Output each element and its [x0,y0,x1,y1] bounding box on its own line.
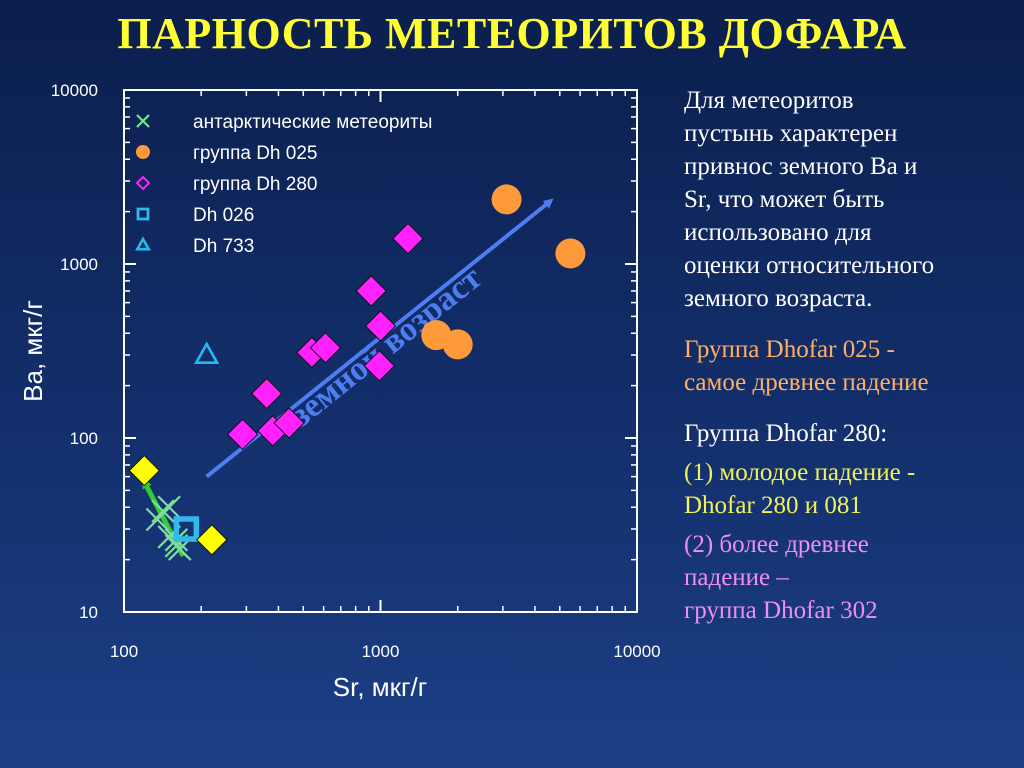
text-block-1: Для метеоритов пустынь характерен привнос … [684,84,1014,315]
x-tick-label: 1000 [362,642,400,661]
text-line: земного возраста. [684,285,873,312]
point-x [157,495,181,520]
scatter-chart: 100 1000 10000 10 100 1000 10000 Sr, мкг/г Ba,… [18,81,661,702]
legend-marker-circle [136,145,150,159]
x-axis-label: Sr, мкг/г [333,672,427,702]
legend-label: группа Dh 280 [193,174,317,195]
text-line: группа Dhofar 302 [684,597,878,624]
point-diamond [364,310,397,342]
legend: антарктические метеориты группа Dh 025 гру… [135,112,432,257]
point-diamond [250,377,283,410]
legend-label: антарктические метеориты [193,112,432,133]
legend-marker-x [136,114,150,128]
y-tick-label: 10000 [51,81,98,100]
point-x [151,499,175,523]
point-yellow-diamond [196,524,228,556]
x-tick-label: 10000 [613,642,660,661]
text-line: (2) более древнее [684,531,869,558]
point-circle [442,329,473,360]
point-circle [555,238,586,269]
text-line: Группа Dhofar 025 - [684,336,895,363]
text-line: оценки относительного [684,252,935,279]
data-points [128,184,586,561]
point-diamond [392,222,424,255]
legend-marker-square [136,207,150,221]
text-line: привнос земного Ba и [684,153,918,180]
y-tick-label: 10 [79,603,98,622]
text-block-2: Группа Dhofar 025 - самое древнее падение [684,333,1014,399]
text-line: Dhofar 280 и 081 [684,492,862,519]
axis-tick-labels: 100 1000 10000 10 100 1000 10000 [51,81,661,661]
point-diamond [309,332,342,364]
text-block-3: Группа Dhofar 280: [684,417,1014,450]
text-line: (1) молодое падение - [684,459,916,486]
side-text: Для метеоритов пустынь характерен привнос … [684,84,1014,627]
point-diamond [226,418,259,451]
axis-ticks [124,90,637,612]
y-tick-label: 100 [70,429,98,448]
text-line: пустынь характерен [684,120,898,147]
legend-label: группа Dh 025 [193,143,317,164]
text-line: Для метеоритов [684,87,854,114]
text-block-4: (1) молодое падение - Dhofar 280 и 081 [684,456,1014,522]
slide-title: ПАРНОСТЬ МЕТЕОРИТОВ ДОФАРА [117,9,907,58]
text-line: Sr, что может быть [684,186,885,213]
y-tick-label: 1000 [60,255,98,274]
legend-marker-triangle [135,236,151,251]
text-line: падение – [684,564,789,591]
text-line: самое древнее падение [684,369,929,396]
legend-label: Dh 026 [193,205,254,226]
point-diamond [355,275,387,307]
legend-marker-diamond [135,175,151,191]
point-square [173,516,200,542]
y-axis-label: Ba, мкг/г [18,300,48,402]
text-block-5: (2) более древнее падение – группа Dhofar … [684,528,1014,627]
point-yellow-diamond [128,454,161,487]
text-line: Группа Dhofar 280: [684,420,888,447]
point-diamond [363,350,396,382]
point-circle [491,184,522,215]
point-triangle [193,341,220,364]
text-line: использовано для [684,219,872,246]
x-tick-label: 100 [110,642,138,661]
point-diamond [273,407,305,439]
legend-label: Dh 733 [193,236,254,257]
